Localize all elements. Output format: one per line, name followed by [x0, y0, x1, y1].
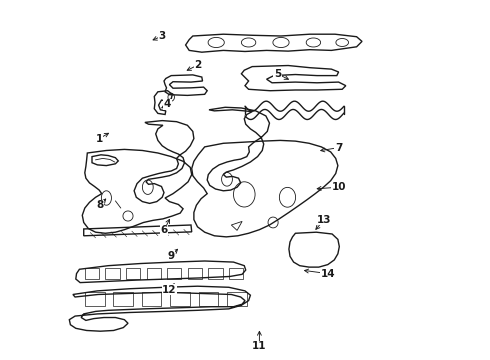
- Text: 1: 1: [96, 134, 103, 144]
- Text: 2: 2: [195, 60, 202, 70]
- Text: 13: 13: [317, 215, 331, 225]
- Text: 8: 8: [97, 200, 104, 210]
- Text: 10: 10: [331, 182, 346, 192]
- Text: 9: 9: [168, 251, 175, 261]
- Text: 5: 5: [274, 69, 281, 79]
- Text: 12: 12: [162, 285, 177, 295]
- Text: 4: 4: [164, 99, 171, 109]
- Text: 7: 7: [335, 143, 343, 153]
- Text: 14: 14: [320, 269, 335, 279]
- Text: 11: 11: [252, 341, 267, 351]
- Text: 6: 6: [160, 225, 168, 235]
- Text: 3: 3: [159, 31, 166, 41]
